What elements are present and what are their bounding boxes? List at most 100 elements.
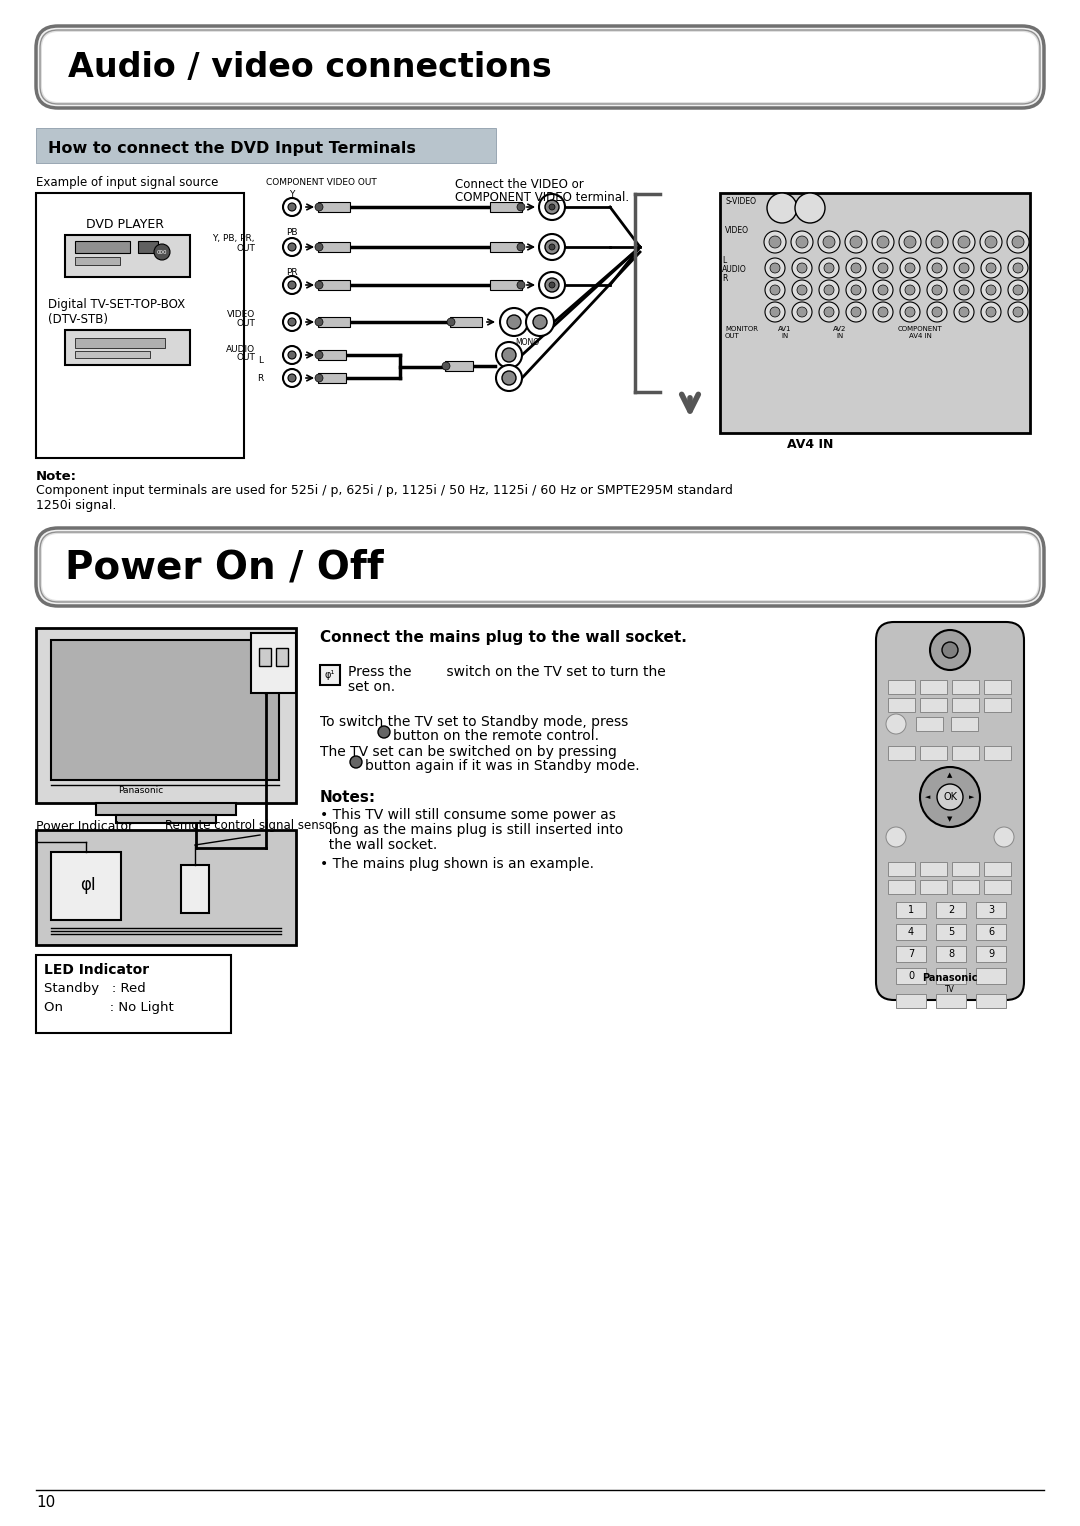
Bar: [490, 279, 522, 290]
Text: Audio / video connections: Audio / video connections: [68, 50, 552, 84]
Circle shape: [283, 238, 301, 256]
Text: Power On / Off: Power On / Off: [65, 549, 383, 588]
FancyBboxPatch shape: [36, 528, 1044, 606]
Circle shape: [845, 230, 867, 253]
Bar: [36, 629, 296, 803]
Circle shape: [980, 230, 1002, 253]
Circle shape: [932, 285, 942, 295]
Circle shape: [850, 237, 862, 249]
Circle shape: [496, 342, 522, 368]
Circle shape: [283, 276, 301, 295]
Bar: [920, 746, 947, 760]
Bar: [984, 746, 1011, 760]
Circle shape: [502, 348, 516, 362]
Text: Remote control signal sensor: Remote control signal sensor: [165, 819, 337, 832]
Bar: [36, 128, 496, 163]
Circle shape: [517, 281, 525, 288]
Circle shape: [931, 237, 943, 249]
Circle shape: [770, 262, 780, 273]
Circle shape: [959, 262, 969, 273]
Circle shape: [851, 307, 861, 317]
Bar: [896, 902, 926, 919]
Bar: [75, 241, 130, 253]
Bar: [320, 665, 340, 685]
Circle shape: [315, 203, 323, 211]
Bar: [920, 862, 947, 876]
Bar: [181, 865, 210, 913]
Text: Component input terminals are used for 525i / p, 625i / p, 1125i / 50 Hz, 1125i : Component input terminals are used for 5…: [36, 484, 733, 513]
Text: ▼: ▼: [947, 816, 953, 823]
Text: OK: OK: [943, 792, 957, 803]
Text: COMPONENT VIDEO OUT: COMPONENT VIDEO OUT: [266, 179, 377, 188]
Circle shape: [981, 302, 1001, 322]
Bar: [976, 967, 1005, 984]
Circle shape: [981, 258, 1001, 278]
Circle shape: [769, 237, 781, 249]
Text: 8: 8: [948, 949, 954, 958]
Bar: [951, 862, 978, 876]
Circle shape: [283, 313, 301, 331]
Text: The TV set can be switched on by pressing: The TV set can be switched on by pressin…: [320, 745, 617, 758]
Bar: [138, 241, 158, 253]
Circle shape: [905, 307, 915, 317]
Bar: [888, 746, 915, 760]
Bar: [936, 967, 966, 984]
Circle shape: [958, 237, 970, 249]
Text: LED Indicator: LED Indicator: [44, 963, 149, 977]
Bar: [896, 946, 926, 961]
Circle shape: [959, 307, 969, 317]
Text: AUDIO: AUDIO: [723, 266, 746, 275]
Circle shape: [1008, 279, 1028, 301]
Text: 5: 5: [948, 926, 954, 937]
Circle shape: [873, 302, 893, 322]
Bar: [251, 633, 296, 693]
Circle shape: [545, 240, 559, 253]
Text: 7: 7: [908, 949, 914, 958]
Bar: [984, 881, 1011, 894]
Circle shape: [930, 630, 970, 670]
Bar: [36, 192, 244, 458]
Text: Notes:: Notes:: [320, 790, 376, 806]
Circle shape: [824, 307, 834, 317]
Circle shape: [899, 230, 921, 253]
Circle shape: [765, 258, 785, 278]
Circle shape: [920, 768, 980, 827]
Circle shape: [792, 258, 812, 278]
Text: R: R: [257, 374, 264, 383]
Circle shape: [819, 279, 839, 301]
Text: OUT: OUT: [237, 319, 255, 328]
Circle shape: [1008, 302, 1028, 322]
Circle shape: [1013, 307, 1023, 317]
Text: OUT: OUT: [237, 244, 255, 253]
Circle shape: [526, 308, 554, 336]
Text: PR: PR: [286, 269, 298, 278]
Bar: [490, 243, 522, 252]
Bar: [936, 993, 966, 1009]
Text: 0: 0: [908, 971, 914, 981]
Circle shape: [900, 279, 920, 301]
Circle shape: [792, 279, 812, 301]
Circle shape: [819, 302, 839, 322]
Circle shape: [315, 374, 323, 382]
Circle shape: [315, 281, 323, 288]
Circle shape: [792, 302, 812, 322]
Text: φ¹: φ¹: [325, 670, 335, 681]
Circle shape: [932, 307, 942, 317]
Bar: [896, 993, 926, 1009]
Bar: [920, 881, 947, 894]
Circle shape: [1008, 258, 1028, 278]
Text: 6: 6: [988, 926, 994, 937]
Text: 000: 000: [157, 249, 167, 255]
Text: On           : No Light: On : No Light: [44, 1001, 174, 1013]
Bar: [75, 351, 150, 359]
FancyBboxPatch shape: [42, 32, 1038, 102]
Text: MONITOR
OUT: MONITOR OUT: [725, 327, 758, 339]
Circle shape: [927, 258, 947, 278]
Text: How to connect the DVD Input Terminals: How to connect the DVD Input Terminals: [48, 140, 416, 156]
Circle shape: [905, 262, 915, 273]
Circle shape: [767, 192, 797, 223]
Circle shape: [796, 237, 808, 249]
Circle shape: [765, 302, 785, 322]
Text: VIDEO: VIDEO: [725, 226, 750, 235]
Text: AUDIO: AUDIO: [226, 345, 255, 354]
